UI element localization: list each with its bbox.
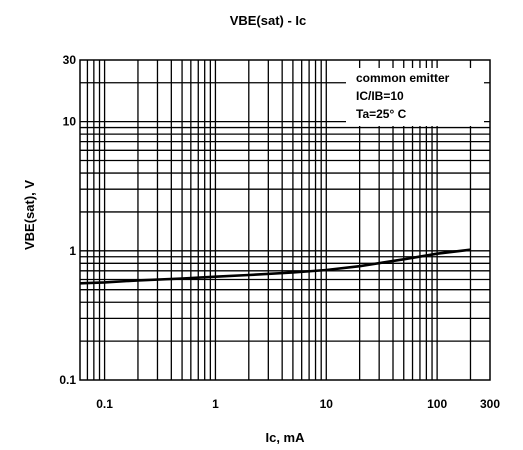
series-layer xyxy=(79,248,471,285)
x-tick-label: 300 xyxy=(480,397,500,411)
series-line-0 xyxy=(79,248,471,285)
y-tick-label: 1 xyxy=(69,244,76,258)
legend: common emitter IC/IB=10 Ta=25° C xyxy=(346,68,484,126)
legend-line-common-emitter: common emitter xyxy=(356,71,450,85)
legend-line-temperature: Ta=25° C xyxy=(356,107,407,121)
y-axis-ticks: 0.1 1 10 30 xyxy=(59,53,76,387)
y-tick-label: 0.1 xyxy=(59,373,76,387)
x-tick-label: 1 xyxy=(212,397,219,411)
x-tick-label: 10 xyxy=(320,397,334,411)
grid xyxy=(80,60,490,380)
chart-title: VBE(sat) - Ic xyxy=(230,13,307,28)
y-tick-label: 30 xyxy=(63,53,77,67)
plot-frame xyxy=(79,59,491,381)
legend-line-ic-ib-ratio: IC/IB=10 xyxy=(356,89,404,103)
y-axis-label: VBE(sat), V xyxy=(22,180,37,250)
legend-box xyxy=(346,68,484,126)
y-tick-label: 10 xyxy=(63,115,77,129)
x-tick-label: 0.1 xyxy=(96,397,113,411)
x-tick-label: 100 xyxy=(427,397,447,411)
x-axis-ticks: 0.1 1 10 100 300 xyxy=(96,397,500,411)
x-axis-label: Ic, mA xyxy=(265,430,305,445)
